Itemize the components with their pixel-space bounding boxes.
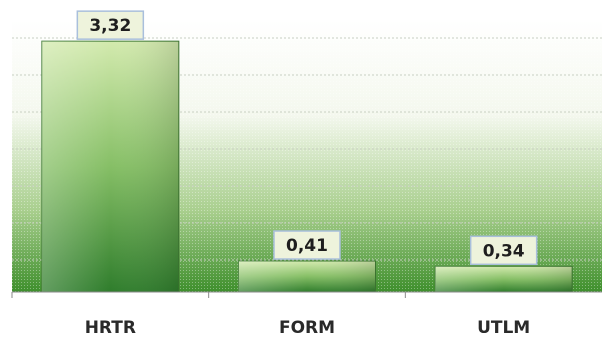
data-label-box: [273, 230, 341, 260]
bars: [41, 40, 573, 293]
x-axis: HRTR FORM UTLM: [11, 291, 602, 338]
data-label-box: [469, 235, 538, 266]
bar-highlight: [238, 261, 376, 292]
bar-highlight: [41, 41, 179, 293]
bar-highlight: [435, 266, 573, 292]
x-tick-label-form: FORM: [279, 318, 335, 338]
data-label-utlm: 0,34: [483, 241, 525, 261]
data-labels: 3,32 0,41 0,34: [76, 10, 538, 266]
x-tick-label-utlm: UTLM: [477, 318, 530, 338]
x-tick-label-hrtr: HRTR: [85, 318, 136, 338]
data-label-form: 0,41: [286, 236, 328, 256]
data-label-hrtr: 3,32: [89, 16, 131, 36]
data-label-box: [76, 10, 145, 40]
